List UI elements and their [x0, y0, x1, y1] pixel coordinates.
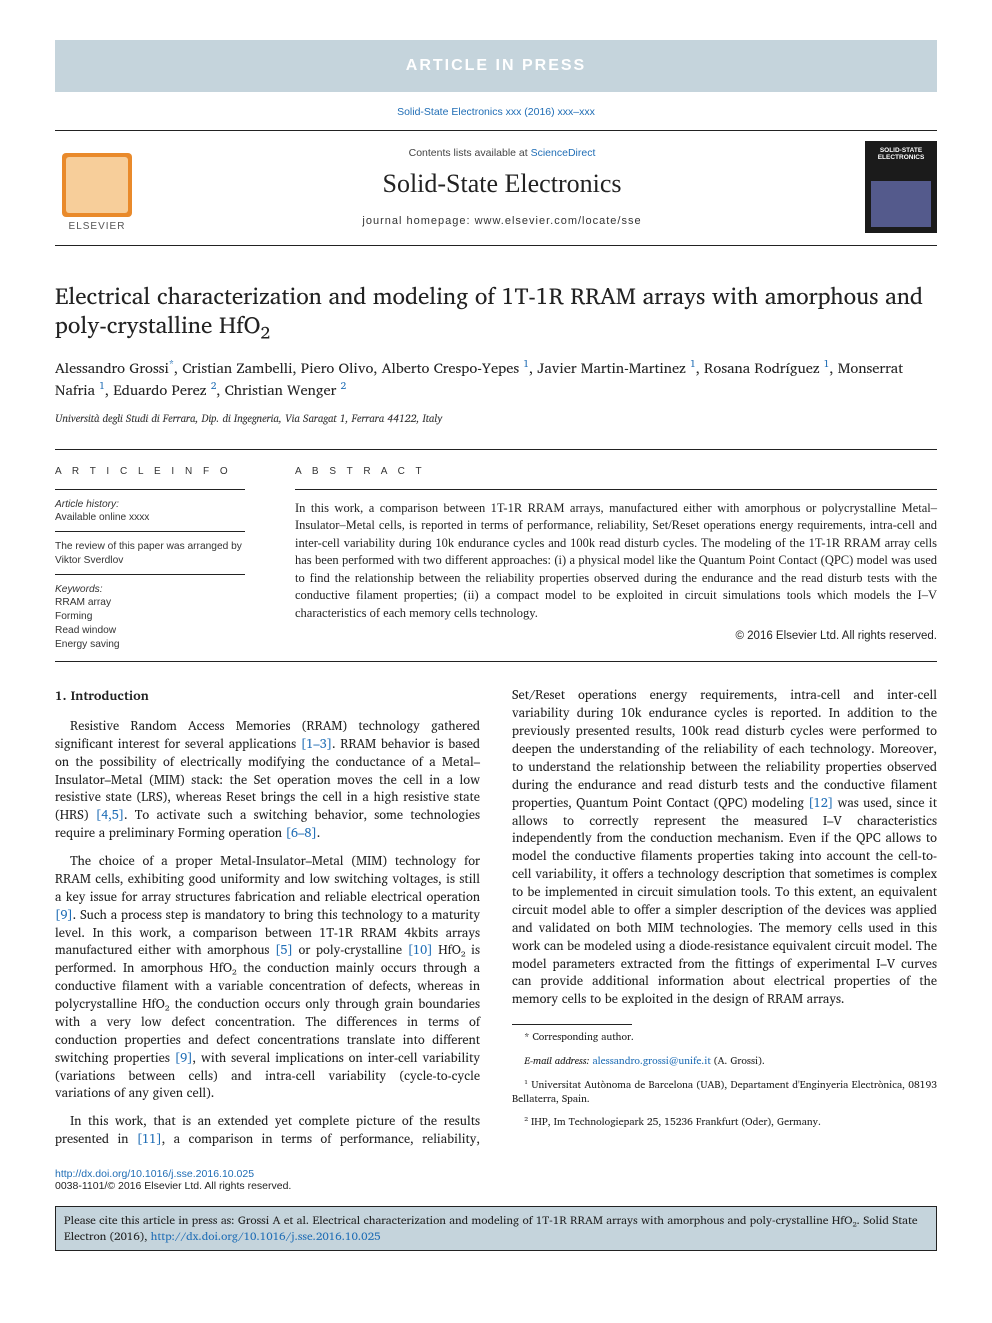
author-list: Alessandro Grossi*, Cristian Zambelli, P…: [55, 357, 937, 401]
article-info-heading: A R T I C L E I N F O: [55, 466, 265, 477]
keywords-label: Keywords:: [55, 583, 265, 597]
citation-link[interactable]: Solid-State Electronics xxx (2016) xxx–x…: [397, 106, 595, 118]
divider: [55, 531, 245, 532]
elsevier-wordmark: ELSEVIER: [69, 221, 126, 232]
divider: [295, 489, 937, 490]
please-cite-box: Please cite this article in press as: Gr…: [55, 1206, 937, 1251]
divider: [55, 574, 245, 575]
abstract-copyright: © 2016 Elsevier Ltd. All rights reserved…: [295, 630, 937, 642]
abstract-text: In this work, a comparison between 1T-1R…: [295, 500, 937, 623]
journal-cover-thumb: SOLID-STATE ELECTRONICS: [865, 141, 937, 233]
review-note: The review of this paper was arranged by…: [55, 540, 265, 568]
section-heading: 1. Introduction: [55, 686, 480, 704]
keyword: RRAM array: [55, 596, 265, 610]
citation-line: Solid-State Electronics xxx (2016) xxx–x…: [55, 106, 937, 118]
footnotes-block: * Corresponding author. E-mail address: …: [512, 1024, 937, 1130]
affiliation-line: Università degli Studi di Ferrara, Dip. …: [55, 409, 937, 427]
cover-panel: [871, 181, 931, 227]
body-paragraph: Resistive Random Access Memories (RRAM) …: [55, 717, 480, 842]
abstract-heading: A B S T R A C T: [295, 466, 937, 477]
contents-list-line: Contents lists available at ScienceDirec…: [157, 147, 847, 159]
banner-text: ARTICLE IN PRESS: [406, 57, 586, 75]
ref-link[interactable]: [6–8]: [286, 822, 317, 843]
article-title: Electrical characterization and modeling…: [55, 282, 937, 343]
journal-name: Solid-State Electronics: [157, 169, 847, 199]
email-link[interactable]: alessandro.grossi@unife.it: [592, 1053, 710, 1069]
divider: [55, 489, 245, 490]
cite-box-doi-link[interactable]: http://dx.doi.org/10.1016/j.sse.2016.10.…: [151, 1227, 381, 1246]
footnote-affil-2: ² IHP, Im Technologiepark 25, 15236 Fran…: [512, 1116, 937, 1130]
doi-link[interactable]: http://dx.doi.org/10.1016/j.sse.2016.10.…: [55, 1168, 254, 1180]
divider: [55, 661, 937, 662]
history-label: Article history:: [55, 498, 265, 512]
article-info-sidebar: A R T I C L E I N F O Article history: A…: [55, 466, 265, 652]
journal-homepage: journal homepage: www.elsevier.com/locat…: [157, 215, 847, 227]
elsevier-tree-icon: [62, 153, 132, 217]
body-paragraph: The choice of a proper Metal-Insulator–M…: [55, 852, 480, 1102]
ref-link[interactable]: [11]: [137, 1128, 162, 1149]
doi-block: http://dx.doi.org/10.1016/j.sse.2016.10.…: [55, 1168, 937, 1192]
issn-line: 0038-1101/© 2016 Elsevier Ltd. All right…: [55, 1180, 291, 1192]
history-line: Available online xxxx: [55, 511, 265, 525]
footnote-affil-1: ¹ Universitat Autònoma de Barcelona (UAB…: [512, 1079, 937, 1107]
article-in-press-banner: ARTICLE IN PRESS: [55, 40, 937, 92]
email-line: E-mail address: alessandro.grossi@unife.…: [512, 1055, 937, 1069]
affil-sup-2[interactable]: 2: [341, 378, 347, 394]
elsevier-logo: ELSEVIER: [55, 142, 139, 232]
corresponding-author-note: * Corresponding author.: [512, 1031, 937, 1045]
header-center: Contents lists available at ScienceDirec…: [157, 147, 847, 227]
keyword: Read window: [55, 624, 265, 638]
abstract-block: A B S T R A C T In this work, a comparis…: [295, 466, 937, 652]
keyword: Energy saving: [55, 638, 265, 652]
body-two-column: 1. Introduction Resistive Random Access …: [55, 686, 937, 1148]
keyword: Forming: [55, 610, 265, 624]
sciencedirect-link[interactable]: ScienceDirect: [531, 147, 596, 159]
divider: [512, 1024, 632, 1025]
journal-header: ELSEVIER Contents lists available at Sci…: [55, 130, 937, 246]
